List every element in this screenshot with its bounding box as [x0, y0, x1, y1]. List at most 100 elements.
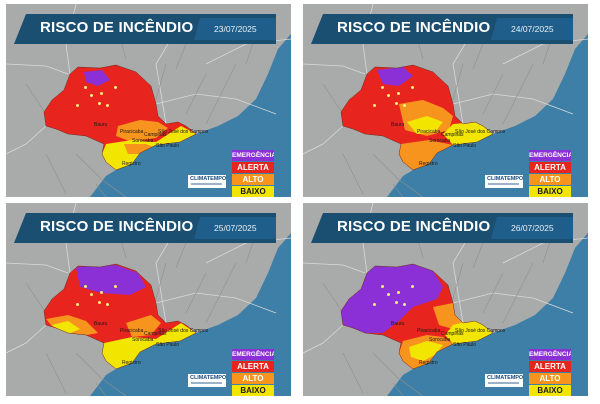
fire-hotspot-dot: [106, 104, 109, 107]
road-line: [472, 242, 484, 269]
fire-hotspot-dot: [98, 301, 101, 304]
city-label: São José dos Campos: [158, 129, 209, 135]
state-border: [452, 38, 469, 125]
state-border: [155, 237, 172, 324]
legend-item-baixo: BAIXO: [232, 186, 274, 197]
fire-hotspot-dot: [387, 94, 390, 97]
road-line: [95, 382, 107, 396]
fire-hotspot-dot: [114, 285, 117, 288]
risk-zone-alto: [399, 140, 453, 170]
state-border: [303, 63, 366, 75]
road-line: [392, 183, 404, 197]
city-label: Bauru: [391, 321, 405, 327]
state-border: [303, 324, 344, 354]
state-border: [452, 292, 574, 314]
city-label: São Paulo: [156, 342, 180, 348]
state-border: [6, 125, 47, 155]
road-line: [482, 73, 504, 115]
state-border: [155, 93, 277, 115]
road-line: [205, 262, 237, 324]
fire-hotspot-dot: [100, 291, 103, 294]
city-label: São Paulo: [156, 143, 180, 149]
road-line: [372, 153, 424, 197]
city-label: São Paulo: [453, 342, 477, 348]
road-line: [185, 272, 207, 314]
fire-risk-map: [6, 203, 291, 396]
road-line: [342, 352, 364, 394]
city-label: Registro: [419, 360, 438, 366]
fire-hotspot-dot: [395, 301, 398, 304]
city-label: Sorocaba: [132, 337, 154, 343]
city-label: Campinas: [144, 331, 167, 337]
city-label: São José dos Campos: [455, 129, 506, 135]
risk-legend: EMERGÊNCIA ALERTA ALTO BAIXO: [232, 150, 274, 197]
fire-hotspot-dot: [84, 285, 87, 288]
fire-hotspot-dot: [381, 86, 384, 89]
legend-item-emergencia: EMERGÊNCIA: [232, 349, 274, 360]
road-line: [502, 63, 534, 125]
logo-tagline-bar: [488, 183, 519, 185]
state-border: [6, 262, 69, 274]
state-border: [205, 38, 291, 65]
legend-item-emergencia: EMERGÊNCIA: [232, 150, 274, 161]
logo-text: CLIMATEMPO: [487, 375, 524, 381]
city-label: Sorocaba: [429, 138, 451, 144]
fire-hotspot-dot: [403, 104, 406, 107]
map-title: RISCO DE INCÊNDIO: [337, 19, 491, 36]
risk-zone-baixo: [445, 319, 493, 344]
fire-hotspot-dot: [395, 102, 398, 105]
fire-hotspot-dot: [411, 285, 414, 288]
legend-item-alerta: ALERTA: [529, 361, 571, 372]
state-outline: [340, 64, 494, 171]
road-line: [25, 83, 47, 115]
legend-item-alto: ALTO: [529, 174, 571, 185]
state-border: [452, 93, 574, 115]
risk-zone-baixo: [443, 122, 493, 145]
legend-item-baixo: BAIXO: [232, 385, 274, 396]
map-panel-4: Bauru Piracicaba Campinas São José dos Camp…: [303, 203, 588, 396]
risk-zone-alto: [433, 303, 463, 329]
road-line: [322, 83, 344, 115]
logo-text: CLIMATEMPO: [190, 375, 227, 381]
map-title: RISCO DE INCÊNDIO: [337, 218, 491, 235]
city-label: Registro: [419, 161, 438, 167]
city-label: Bauru: [391, 122, 405, 128]
road-line: [95, 183, 107, 197]
legend-item-alerta: ALERTA: [232, 361, 274, 372]
risk-zone-baixo: [102, 323, 196, 369]
road-line: [372, 352, 424, 396]
road-line: [322, 282, 344, 314]
road-line: [175, 43, 187, 70]
fire-hotspot-dot: [397, 291, 400, 294]
title-banner: RISCO DE INCÊNDIO 23/07/2025: [14, 14, 276, 44]
state-outline: [43, 263, 197, 370]
road-line: [502, 262, 534, 324]
legend-item-alto: ALTO: [529, 373, 571, 384]
road-line: [25, 282, 47, 314]
map-date: 25/07/2025: [214, 223, 257, 233]
fire-hotspot-dot: [106, 303, 109, 306]
risk-zone-alto: [116, 120, 168, 142]
climatempo-logo: CLIMATEMPO: [485, 374, 523, 387]
fire-hotspot-dot: [387, 293, 390, 296]
risk-zone-baixo: [52, 321, 80, 335]
road-line: [392, 382, 404, 396]
fire-risk-map: [303, 4, 588, 197]
risk-zone-alto: [124, 144, 156, 154]
title-banner: RISCO DE INCÊNDIO 24/07/2025: [311, 14, 573, 44]
city-label: Campinas: [441, 132, 464, 138]
map-panel-3: Bauru Piracicaba Campinas São José dos Camp…: [6, 203, 291, 396]
legend-item-emergencia: EMERGÊNCIA: [529, 349, 571, 360]
risk-zone-emergencia: [341, 264, 443, 333]
road-line: [482, 272, 504, 314]
fire-hotspot-dot: [403, 303, 406, 306]
state-border: [502, 38, 588, 65]
city-label: Bauru: [94, 321, 108, 327]
fire-hotspot-dot: [100, 92, 103, 95]
city-label: Sorocaba: [132, 138, 154, 144]
city-label: Sorocaba: [429, 337, 451, 343]
risk-zones: [341, 264, 493, 369]
state-border: [452, 237, 469, 324]
map-panel-2: Bauru Piracicaba Campinas São José dos Camp…: [303, 4, 588, 197]
risk-zone-alto: [126, 315, 161, 337]
